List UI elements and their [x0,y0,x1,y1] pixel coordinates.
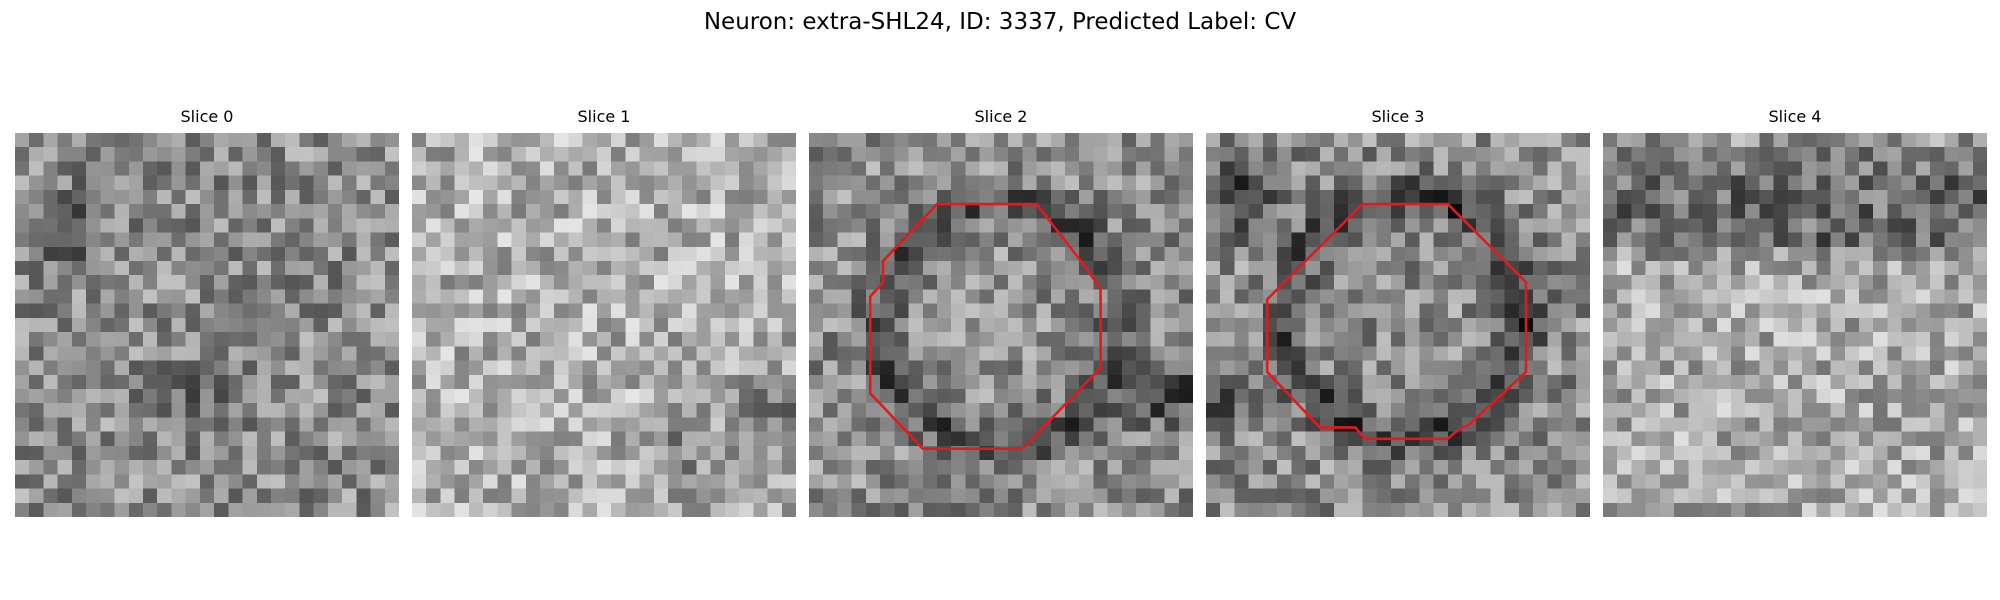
slice-title-3: Slice 3 [1371,107,1425,126]
slice-panel-1: Slice 1 [412,106,796,517]
contour-2 [868,202,1102,451]
contour-3 [1265,202,1528,441]
slice-panel-4: Slice 4 [1603,106,1987,517]
slice-image-3 [1206,133,1590,517]
slice-title-4: Slice 4 [1768,107,1822,126]
slice-image-2 [809,133,1193,517]
figure-title: Neuron: extra-SHL24, ID: 3337, Predicted… [703,9,1297,35]
slice-panel-0: Slice 0 [15,106,399,517]
slice-panel-2: Slice 2 [809,106,1193,517]
slice-image-1 [412,133,796,517]
slice-image-0 [15,133,399,517]
slice-title-1: Slice 1 [577,107,631,126]
slice-panel-3: Slice 3 [1206,106,1590,517]
slice-image-4 [1603,133,1987,517]
slice-title-2: Slice 2 [974,107,1028,126]
slice-title-0: Slice 0 [180,107,234,126]
